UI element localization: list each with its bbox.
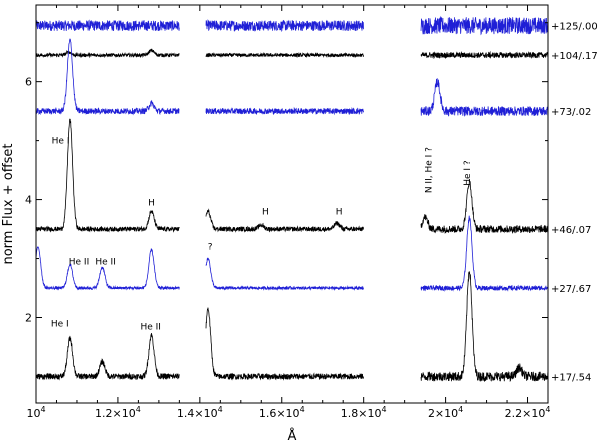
epoch-label: +104/.17	[551, 51, 598, 62]
x-tick-label: 1.8×104	[341, 405, 387, 420]
x-tick-label: 1.6×104	[259, 405, 305, 420]
x-tick-label: 2.2×104	[505, 405, 551, 420]
spectra-traces	[35, 15, 549, 383]
line-annotation: H	[148, 198, 155, 208]
spectrum-trace	[35, 118, 180, 233]
y-tick-label: 2	[25, 312, 32, 325]
spectrum-trace	[205, 307, 364, 381]
x-tick-label: 104	[26, 405, 45, 420]
line-annotation: N II, He I ?	[424, 147, 434, 193]
spectrum-trace	[35, 48, 180, 59]
line-annotation: ?	[208, 243, 213, 253]
epoch-label: +17/.54	[551, 372, 591, 383]
x-tick-label: 1.4×104	[177, 405, 223, 420]
line-annotation: He I	[52, 137, 70, 147]
line-annotations: He I He II He II H H H? He I He II N II, He I ? H…	[51, 137, 473, 333]
epoch-label: +125/.00	[551, 22, 598, 33]
spectrum-trace	[205, 208, 364, 233]
y-tick-label: 4	[25, 194, 32, 207]
spectrum-trace	[420, 271, 549, 383]
line-annotation: He I	[51, 319, 69, 329]
spectrum-trace	[420, 178, 549, 234]
spectrum-trace	[35, 19, 180, 32]
x-axis-title: Å	[288, 428, 297, 444]
line-annotation: He II	[69, 257, 89, 267]
line-annotation: He I ?	[463, 160, 473, 186]
epoch-label: +73/.02	[551, 107, 591, 118]
spectrum-trace	[205, 257, 364, 291]
x-tick-label: 2×104	[428, 405, 463, 420]
spectrum-trace	[420, 215, 549, 292]
epoch-labels: +125/.00 +104/.17 +73/.02 +46/.07 +27/.67 +17…	[551, 22, 598, 384]
spectrum-trace	[35, 246, 180, 291]
spectrum-trace	[420, 15, 549, 36]
line-annotation: H	[336, 207, 343, 217]
spectrum-trace	[205, 51, 364, 59]
plot-frame	[35, 4, 549, 404]
line-annotation: H	[262, 207, 269, 217]
x-tick-label: 1.2×104	[95, 405, 141, 420]
spectrum-trace	[35, 332, 180, 381]
x-axis-ticks: 104 1.2×104 1.4×104 1.6×104 1.8×104 2×104 2.2×…	[26, 5, 550, 420]
epoch-label: +46/.07	[551, 225, 591, 236]
line-annotation: He II	[95, 257, 115, 267]
y-axis-ticks: 2 4 6	[25, 22, 548, 377]
spectrum-trace	[35, 38, 180, 116]
epoch-label: +27/.67	[551, 284, 591, 295]
y-tick-label: 6	[25, 76, 32, 89]
spectrum-trace	[205, 106, 364, 116]
spectrum-trace	[205, 19, 364, 33]
line-annotation: He II	[140, 322, 160, 332]
y-axis-title: norm Flux + offset	[1, 143, 16, 264]
spectrum-trace	[420, 78, 549, 117]
spectrum-trace	[420, 50, 549, 60]
